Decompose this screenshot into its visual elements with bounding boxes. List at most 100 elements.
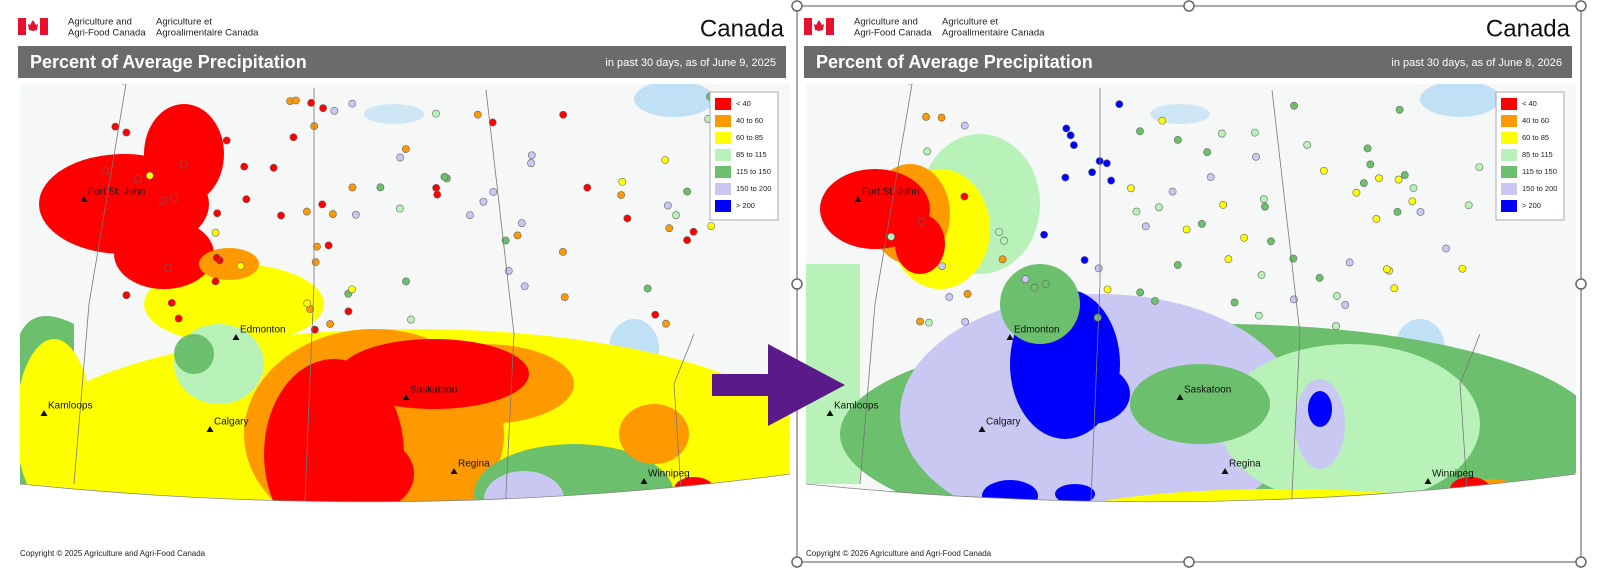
- station-dot: [1088, 168, 1097, 177]
- map-subtitle: in past 30 days, as of June 9, 2025: [605, 57, 776, 69]
- legend-label: < 40: [1522, 99, 1537, 108]
- legend-swatch: [1501, 149, 1517, 161]
- station-dot: [1393, 208, 1402, 216]
- province-border: [1089, 88, 1101, 502]
- station-dot: [617, 191, 626, 199]
- selection-frame[interactable]: [791, 0, 1587, 568]
- station-dot: [1333, 292, 1341, 300]
- station-dot: [101, 166, 109, 175]
- station-dot: [1250, 128, 1259, 137]
- station-dot: [517, 219, 526, 228]
- legend-label: 115 to 150: [736, 167, 771, 176]
- station-dot: [488, 118, 497, 127]
- station-dot: [303, 299, 312, 308]
- province-border: [673, 333, 695, 502]
- legend-label: 85 to 115: [1522, 150, 1553, 159]
- city-marker: [206, 426, 214, 432]
- station-dot: [1315, 273, 1324, 282]
- legend-swatch: [715, 132, 731, 144]
- station-dot: [1127, 184, 1135, 193]
- station-dot: [707, 222, 716, 230]
- station-dot: [1341, 301, 1350, 309]
- station-dot: [960, 121, 969, 130]
- city-marker: [1221, 468, 1229, 474]
- station-dot: [1416, 207, 1425, 216]
- city-marker: [1176, 394, 1184, 400]
- precipitation-area: [114, 219, 214, 289]
- station-dot: [1203, 148, 1212, 157]
- city-label: Winnipeg: [1432, 469, 1474, 480]
- station-dot: [1390, 284, 1399, 293]
- station-dot: [396, 153, 405, 162]
- station-dot: [396, 204, 404, 213]
- legend-label: 150 to 200: [1522, 184, 1557, 193]
- flag-bar: [804, 18, 812, 35]
- station-dot: [1173, 135, 1182, 144]
- precipitation-area: [895, 214, 945, 274]
- station-dot: [240, 162, 249, 171]
- map-area: [806, 84, 1576, 502]
- precipitation-area: [1055, 484, 1095, 502]
- station-dot: [923, 147, 932, 156]
- city-marker: [826, 410, 834, 416]
- legend-label: < 40: [736, 99, 751, 108]
- station-dot: [661, 156, 670, 164]
- precipitation-area: [144, 104, 224, 204]
- station-dot: [489, 188, 498, 196]
- station-dot: [665, 224, 674, 233]
- station-dot: [311, 258, 320, 267]
- station-dot: [1257, 271, 1266, 279]
- station-dot: [1182, 225, 1191, 234]
- copyright: Copyright © 2025 Agriculture and Agri-Fo…: [20, 549, 206, 558]
- station-dot: [1041, 279, 1050, 288]
- department-name-fr: Agroalimentaire Canada: [942, 28, 1045, 39]
- legend-swatch: [715, 115, 731, 127]
- city-marker: [450, 468, 458, 474]
- station-dot: [1224, 255, 1233, 264]
- station-dot: [1260, 195, 1268, 204]
- department-name-en: Agriculture and: [854, 17, 918, 28]
- legend-label: 115 to 150: [1522, 167, 1557, 176]
- station-dot: [1093, 313, 1102, 322]
- province-border: [1459, 333, 1481, 502]
- title-bar: [18, 46, 786, 78]
- station-dot: [318, 200, 327, 209]
- station-dot: [683, 236, 691, 245]
- city-marker: [640, 478, 648, 484]
- station-dot: [1151, 297, 1159, 305]
- station-dot: [159, 196, 168, 205]
- station-dot: [277, 211, 285, 220]
- city-marker: [1006, 334, 1014, 340]
- station-dot: [1372, 215, 1381, 223]
- province-border: [485, 89, 515, 502]
- station-dot: [351, 210, 360, 219]
- precipitation-area: [1130, 364, 1270, 444]
- us-border: [19, 473, 791, 503]
- station-dot: [1000, 236, 1009, 245]
- station-dot: [348, 99, 357, 108]
- station-dot: [289, 133, 298, 142]
- station-dot: [432, 183, 441, 192]
- station-dot: [1303, 140, 1312, 149]
- station-dot: [111, 122, 120, 131]
- city-label: Edmonton: [240, 325, 286, 336]
- city-marker: [80, 196, 88, 202]
- station-dot: [170, 194, 179, 203]
- station-dot: [310, 325, 319, 334]
- station-dot: [583, 183, 592, 192]
- station-dot: [689, 227, 698, 236]
- station-dot: [344, 307, 353, 316]
- station-dot: [960, 192, 969, 201]
- station-dot: [1394, 175, 1403, 184]
- map-title: Percent of Average Precipitation: [816, 52, 1093, 72]
- station-dot: [324, 241, 333, 250]
- station-dot: [1366, 160, 1375, 169]
- station-dot: [963, 290, 972, 298]
- station-dot: [1030, 283, 1039, 292]
- station-dot: [995, 228, 1004, 236]
- station-dot: [527, 159, 535, 167]
- legend-label: 40 to 60: [1522, 116, 1549, 125]
- legend-swatch: [1501, 115, 1517, 127]
- city-label: Winnipeg: [648, 469, 690, 480]
